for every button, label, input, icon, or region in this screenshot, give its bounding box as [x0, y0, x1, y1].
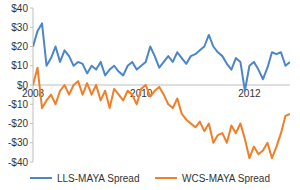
y-tick — [30, 123, 33, 124]
legend-swatch — [30, 177, 52, 179]
legend-swatch — [155, 177, 177, 179]
y-tick-label: $40 — [11, 3, 28, 14]
y-tick-label: $30 — [11, 22, 28, 33]
y-tick — [30, 104, 33, 105]
y-tick-label: $20 — [11, 41, 28, 52]
y-tick-label: $10 — [11, 60, 28, 71]
y-tick — [30, 65, 33, 66]
y-tick-label: -$10 — [8, 99, 28, 110]
chart: $40$30$20$10$0-$10-$20-$30-$402008201020… — [0, 0, 300, 190]
y-tick — [30, 162, 33, 163]
y-tick — [30, 27, 33, 28]
legend-label: WCS-MAYA Spread — [182, 173, 270, 184]
y-tick-label: -$30 — [8, 137, 28, 148]
x-tick-label: 2012 — [238, 88, 261, 99]
y-tick — [30, 46, 33, 47]
y-tick — [30, 8, 33, 9]
series-group — [33, 23, 290, 158]
y-tick — [30, 85, 33, 86]
x-axis — [33, 85, 290, 86]
y-tick-label: -$40 — [8, 157, 28, 168]
series-line — [33, 68, 290, 158]
series-line — [33, 23, 290, 90]
y-tick-label: -$20 — [8, 118, 28, 129]
legend-label: LLS-MAYA Spread — [57, 173, 139, 184]
y-tick — [30, 142, 33, 143]
